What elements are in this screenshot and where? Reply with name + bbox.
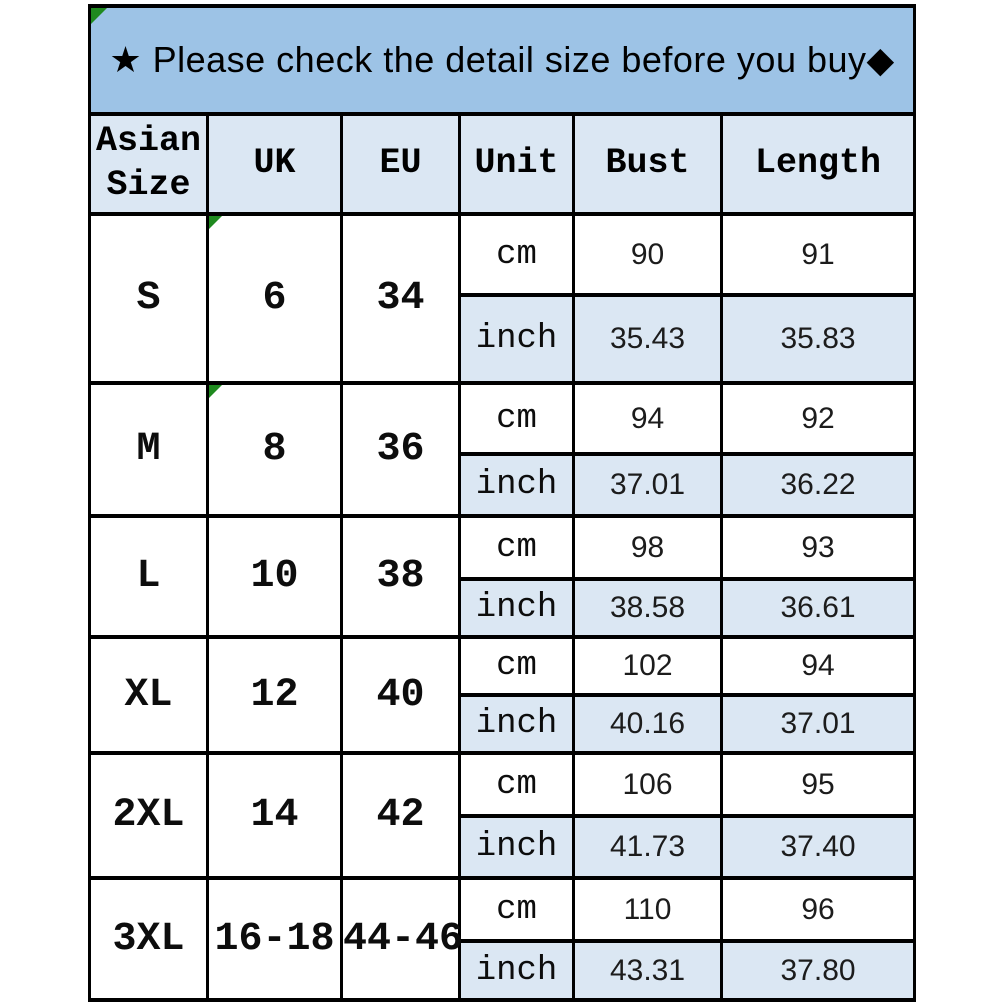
header-length: Length xyxy=(719,112,917,216)
eu-size-cell: 44-46 xyxy=(340,876,463,1002)
size-chart-table: ★ Please check the detail size before yo… xyxy=(87,4,917,1002)
length-cm-cell: 91 xyxy=(719,212,917,297)
length-cm-cell: 95 xyxy=(719,751,917,818)
uk-size-cell: 8 xyxy=(206,381,343,518)
length-cm-cell: 94 xyxy=(719,635,917,697)
asian-size-cell: 2XL xyxy=(88,751,209,880)
eu-size-cell: 38 xyxy=(340,514,461,639)
bust-cm-cell: 90 xyxy=(572,212,723,297)
unit-inch-cell: inch xyxy=(458,939,575,1002)
banner-text: ★ Please check the detail size before yo… xyxy=(109,39,895,80)
header-unit: Unit xyxy=(458,112,575,216)
bust-inch-cell: 35.43 xyxy=(572,293,723,385)
bust-inch-cell: 37.01 xyxy=(572,452,723,518)
header-eu: EU xyxy=(340,112,461,216)
banner: ★ Please check the detail size before yo… xyxy=(87,4,917,116)
unit-cm-cell: cm xyxy=(458,212,575,297)
length-inch-cell: 37.80 xyxy=(719,939,917,1002)
row-S-inch: inch 35.43 35.83 xyxy=(90,293,917,385)
length-cm-cell: 96 xyxy=(719,876,917,943)
row-L-cm: L 10 38 cm 98 93 xyxy=(88,514,917,639)
bust-inch-cell: 43.31 xyxy=(572,939,723,1002)
eu-size-cell: 36 xyxy=(340,381,461,518)
bust-cm-cell: 94 xyxy=(572,381,723,456)
unit-cm-cell: cm xyxy=(458,635,575,697)
length-cm-cell: 93 xyxy=(719,514,917,581)
uk-size-cell: 6 xyxy=(206,212,343,385)
asian-size-cell: S xyxy=(88,212,209,385)
spreadsheet-corner-flag-icon xyxy=(209,385,222,398)
length-inch-cell: 35.83 xyxy=(719,293,917,385)
unit-cm-cell: cm xyxy=(458,751,575,818)
row-S-cm: S 6 34 cm 90 91 xyxy=(88,212,917,385)
row-M-cm: M 8 36 cm 94 92 xyxy=(88,381,917,518)
bust-cm-cell: 102 xyxy=(572,635,723,697)
bust-inch-cell: 40.16 xyxy=(572,693,723,755)
bust-cm-cell: 106 xyxy=(572,751,723,818)
uk-size-cell: 10 xyxy=(206,514,343,639)
length-cm-cell: 92 xyxy=(719,381,917,456)
unit-inch-cell: inch xyxy=(458,814,575,880)
uk-size-cell: 16-18 xyxy=(206,876,343,1002)
asian-size-cell: L xyxy=(88,514,209,639)
uk-size-cell: 14 xyxy=(206,751,343,880)
header-asian-size: Asian Size xyxy=(88,112,209,216)
unit-cm-cell: cm xyxy=(458,381,575,456)
row-3XL-inch: inch 43.31 37.80 xyxy=(90,939,917,1002)
spreadsheet-corner-flag-icon xyxy=(209,216,222,229)
unit-cm-cell: cm xyxy=(458,876,575,943)
row-XL-inch: inch 40.16 37.01 xyxy=(90,693,917,755)
unit-cm-cell: cm xyxy=(458,514,575,581)
unit-inch-cell: inch xyxy=(458,693,575,755)
banner-row: ★ Please check the detail size before yo… xyxy=(87,4,917,116)
unit-inch-cell: inch xyxy=(458,293,575,385)
row-2XL-cm: 2XL 14 42 cm 106 95 xyxy=(88,751,917,880)
header-bust: Bust xyxy=(572,112,723,216)
row-XL-cm: XL 12 40 cm 102 94 xyxy=(88,635,917,755)
row-2XL-inch: inch 41.73 37.40 xyxy=(90,814,917,880)
unit-inch-cell: inch xyxy=(458,452,575,518)
asian-size-cell: M xyxy=(88,381,209,518)
length-inch-cell: 37.01 xyxy=(719,693,917,755)
bust-inch-cell: 38.58 xyxy=(572,577,723,639)
length-inch-cell: 37.40 xyxy=(719,814,917,880)
uk-size-cell: 12 xyxy=(206,635,343,755)
eu-size-cell: 42 xyxy=(340,751,461,880)
row-M-inch: inch 37.01 36.22 xyxy=(90,452,917,518)
unit-inch-cell: inch xyxy=(458,577,575,639)
row-L-inch: inch 38.58 36.61 xyxy=(90,577,917,639)
length-inch-cell: 36.61 xyxy=(719,577,917,639)
eu-size-cell: 40 xyxy=(340,635,461,755)
size-chart: ★ Please check the detail size before yo… xyxy=(87,4,917,1002)
header-row: Asian Size UK EU Unit Bust Length xyxy=(88,112,917,216)
asian-size-cell: XL xyxy=(88,635,209,755)
bust-cm-cell: 98 xyxy=(572,514,723,581)
spreadsheet-corner-flag-icon xyxy=(91,8,107,24)
bust-inch-cell: 41.73 xyxy=(572,814,723,880)
row-3XL-cm: 3XL 16-18 44-46 cm 110 96 xyxy=(88,876,917,1002)
length-inch-cell: 36.22 xyxy=(719,452,917,518)
bust-cm-cell: 110 xyxy=(572,876,723,943)
eu-size-cell: 34 xyxy=(340,212,461,385)
asian-size-cell: 3XL xyxy=(88,876,209,1002)
header-uk: UK xyxy=(206,112,343,216)
